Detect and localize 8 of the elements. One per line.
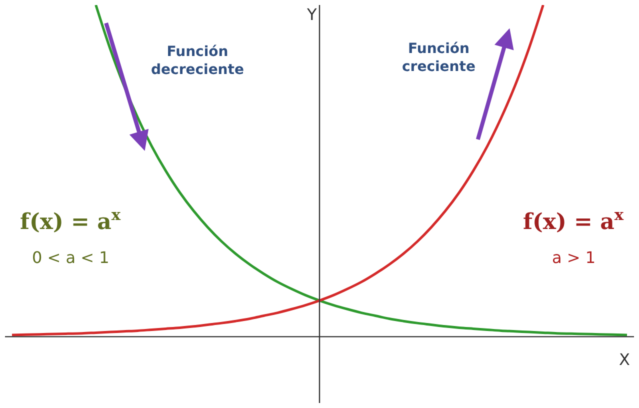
- annotation: 0 < a < 1: [32, 248, 110, 267]
- annotation: f(x) = a$^{x}$: [523, 206, 624, 236]
- annotation: a > 1: [552, 248, 596, 267]
- annotation: Función creciente: [402, 41, 476, 76]
- annotation: Función decreciente: [151, 44, 244, 78]
- annotation: f(x) = a$^{x}$: [20, 206, 122, 236]
- x-axis-title: X: [619, 350, 630, 369]
- y-axis-title: Y: [306, 5, 317, 24]
